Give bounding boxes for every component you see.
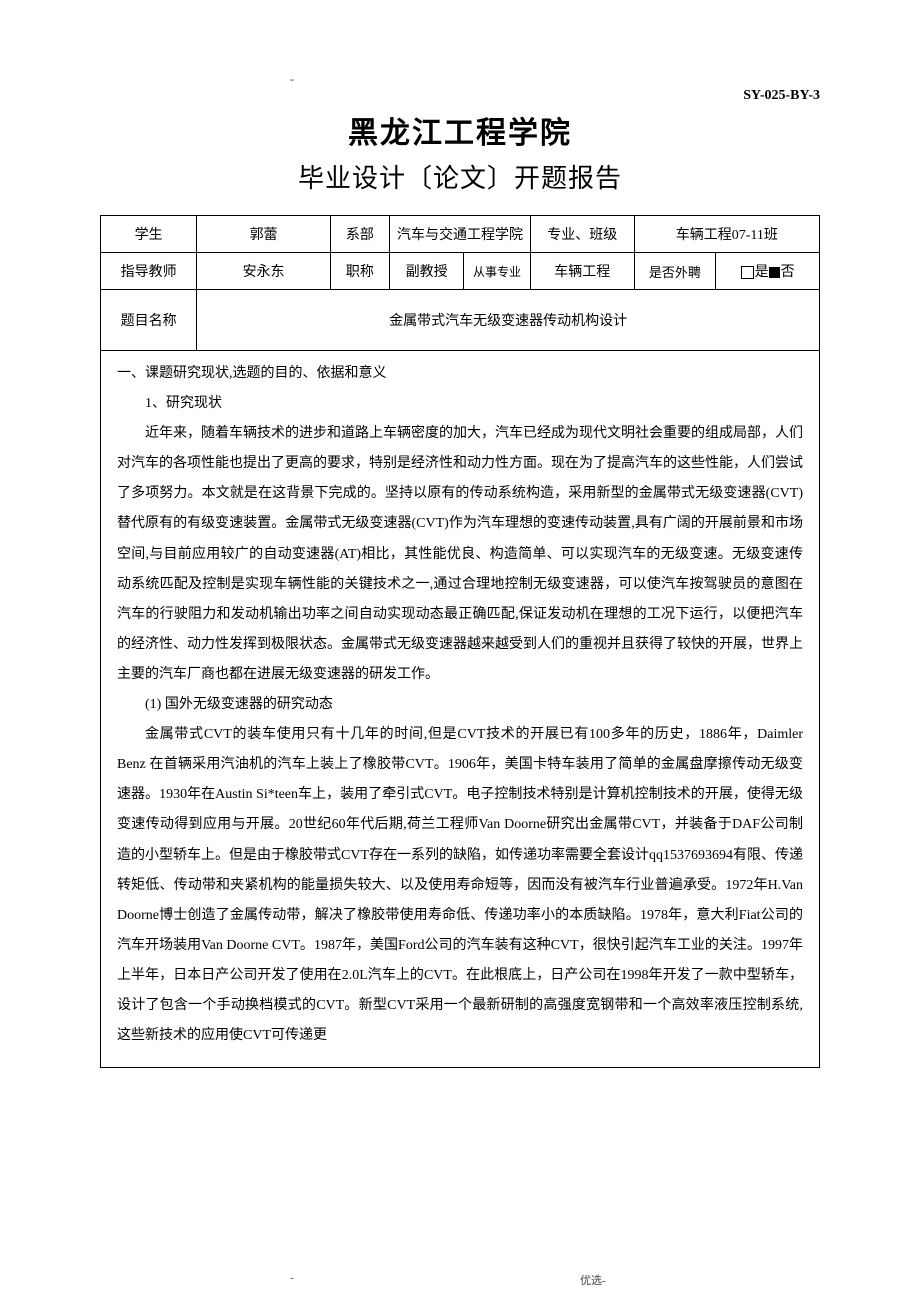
major-value: 车辆工程07-11班 <box>634 216 819 253</box>
sub-heading-1: 1、研究现状 <box>117 389 803 419</box>
paragraph-2: 金属带式CVT的装车使用只有十几年的时间,但是CVT技术的开展已有100多年的历… <box>117 720 803 1051</box>
advisor-label: 指导教师 <box>101 253 197 290</box>
dept-label: 系部 <box>330 216 389 253</box>
footer-right: 优选- <box>580 1272 606 1288</box>
header-tick: - <box>290 72 294 87</box>
table-row: 指导教师 安永东 职称 副教授 从事专业 车辆工程 是否外聘 是否 <box>101 253 820 290</box>
advisor-value: 安永东 <box>197 253 330 290</box>
yes-text: 是 <box>755 265 769 280</box>
institution-logo-text: 黑龙江工程学院 <box>100 108 820 152</box>
external-value: 是否 <box>716 253 820 290</box>
student-value: 郭蕾 <box>197 216 330 253</box>
field-value: 车辆工程 <box>530 253 634 290</box>
doc-code: SY-025-BY-3 <box>743 88 820 104</box>
checkbox-empty-icon <box>741 266 754 279</box>
field-label: 从事专业 <box>464 253 531 290</box>
footer-left: - <box>290 1272 294 1284</box>
table-row: 学生 郭蕾 系部 汽车与交通工程学院 专业、班级 车辆工程07-11班 <box>101 216 820 253</box>
sub-heading-2: (1) 国外无级变速器的研究动态 <box>117 690 803 720</box>
table-row: 题目名称 金属带式汽车无级变速器传动机构设计 <box>101 290 820 351</box>
dept-value: 汽车与交通工程学院 <box>390 216 531 253</box>
content-box: 一、课题研究现状,选题的目的、依据和意义 1、研究现状 近年来，随着车辆技术的进… <box>100 351 820 1068</box>
info-table: 学生 郭蕾 系部 汽车与交通工程学院 专业、班级 车辆工程07-11班 指导教师… <box>100 215 820 351</box>
topic-label: 题目名称 <box>101 290 197 351</box>
major-label: 专业、班级 <box>530 216 634 253</box>
page-container: - SY-025-BY-3 黑龙江工程学院 毕业设计〔论文〕开题报告 学生 郭蕾… <box>0 0 920 1302</box>
no-text: 否 <box>781 265 795 280</box>
title-value: 副教授 <box>390 253 464 290</box>
paragraph-1: 近年来，随着车辆技术的进步和道路上车辆密度的加大，汽车已经成为现代文明社会重要的… <box>117 419 803 690</box>
external-label: 是否外聘 <box>634 253 716 290</box>
section-heading: 一、课题研究现状,选题的目的、依据和意义 <box>117 359 803 389</box>
document-subtitle: 毕业设计〔论文〕开题报告 <box>100 158 820 195</box>
topic-value: 金属带式汽车无级变速器传动机构设计 <box>197 290 820 351</box>
student-label: 学生 <box>101 216 197 253</box>
checkbox-filled-icon <box>769 267 780 278</box>
title-label: 职称 <box>330 253 389 290</box>
